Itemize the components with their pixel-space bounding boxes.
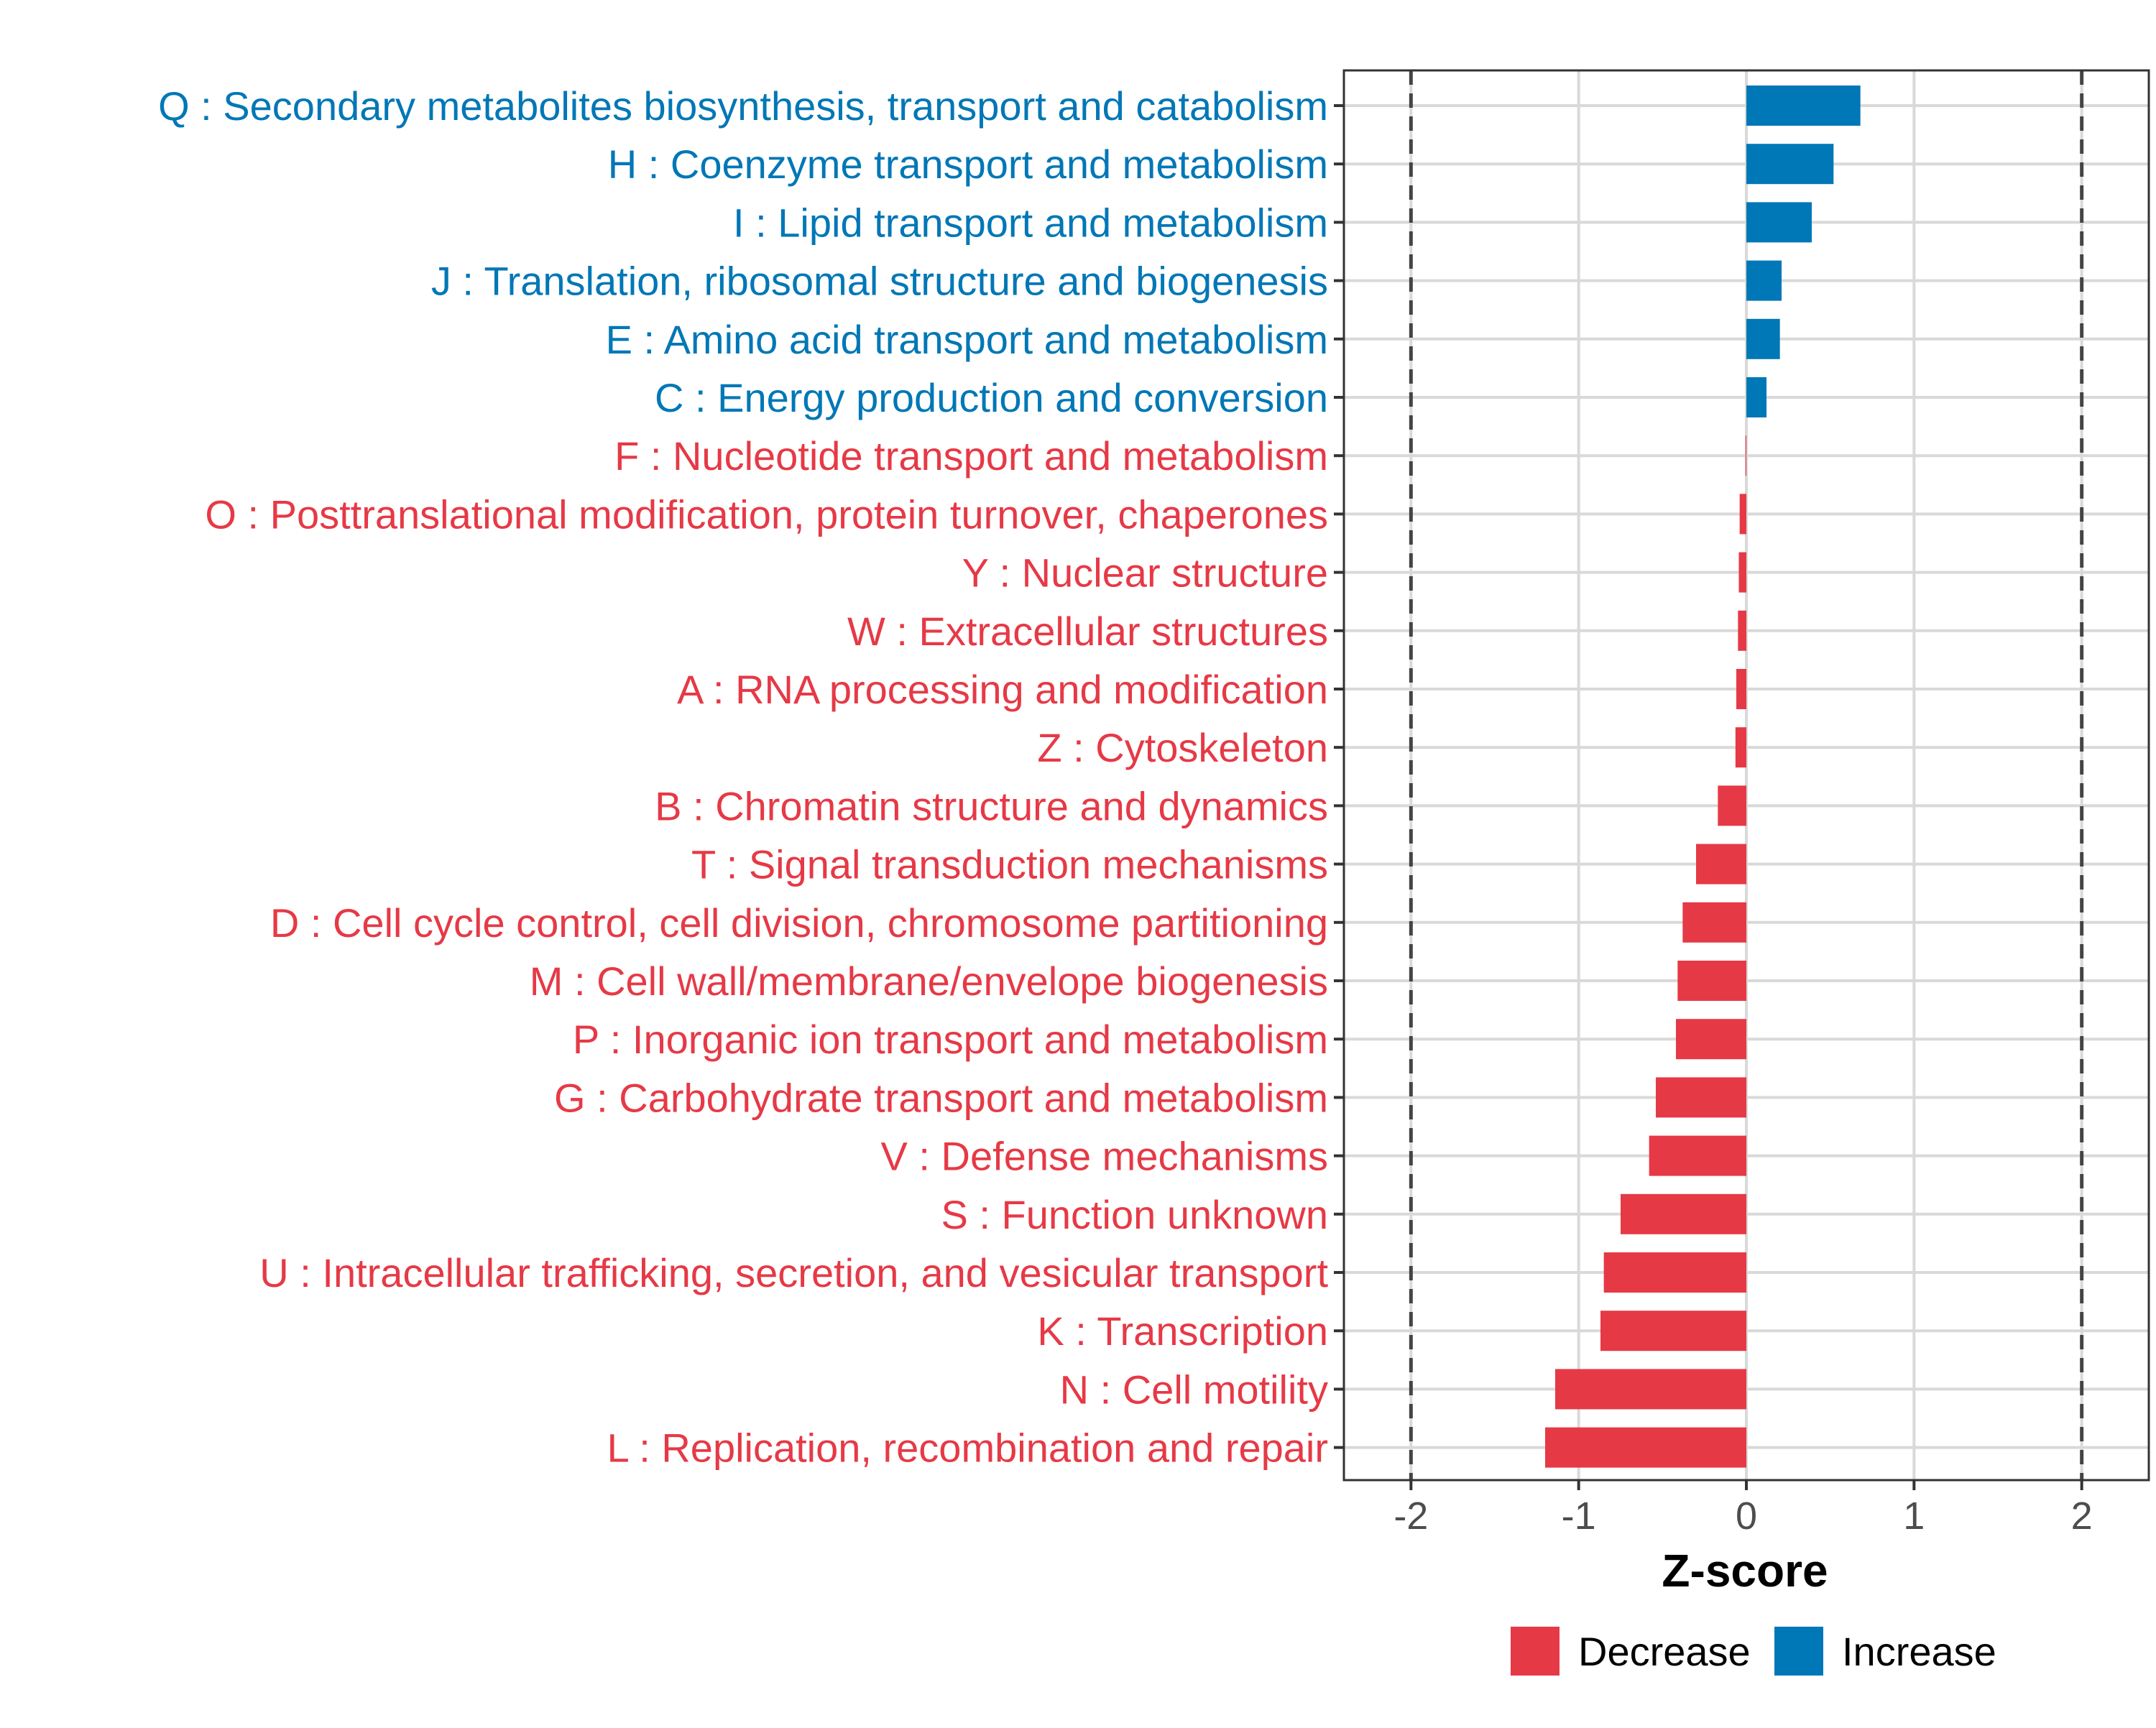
category-label: P : Inorganic ion transport and metaboli… (573, 1017, 1328, 1062)
category-label: H : Coenzyme transport and metabolism (608, 142, 1328, 187)
bar (1603, 1252, 1746, 1293)
bar (1600, 1311, 1746, 1352)
bar (1555, 1369, 1746, 1410)
legend-swatch (1774, 1627, 1823, 1676)
category-label: K : Transcription (1037, 1308, 1328, 1354)
bar (1738, 552, 1746, 593)
x-tick-label: 0 (1736, 1494, 1757, 1538)
x-tick-label: -2 (1393, 1494, 1428, 1538)
legend: Decrease Increase (1511, 1627, 1996, 1676)
bar (1746, 260, 1782, 301)
category-label: E : Amino acid transport and metabolism (606, 317, 1328, 362)
category-label: B : Chromatin structure and dynamics (655, 783, 1328, 828)
bar (1621, 1193, 1746, 1234)
category-label: L : Replication, recombination and repai… (607, 1426, 1328, 1471)
category-label: M : Cell wall/membrane/envelope biogenes… (530, 958, 1328, 1004)
category-label: Y : Nuclear structure (962, 550, 1328, 596)
category-label: N : Cell motility (1060, 1367, 1328, 1412)
bar (1738, 610, 1746, 651)
category-label: J : Translation, ribosomal structure and… (431, 259, 1328, 304)
category-label: D : Cell cycle control, cell division, c… (270, 900, 1328, 946)
category-label: A : RNA processing and modification (677, 667, 1328, 712)
legend-swatch (1511, 1627, 1560, 1676)
bar (1746, 377, 1766, 417)
bar (1746, 144, 1834, 185)
bar (1677, 961, 1746, 1001)
bar (1746, 86, 1861, 126)
category-label: T : Signal transduction mechanisms (691, 842, 1328, 887)
category-label: U : Intracellular trafficking, secretion… (259, 1250, 1328, 1295)
bar (1545, 1427, 1746, 1468)
bar (1649, 1135, 1746, 1176)
category-label: I : Lipid transport and metabolism (733, 200, 1328, 245)
category-label: Q : Secondary metabolites biosynthesis, … (158, 83, 1328, 129)
x-axis: -2 -1 0 1 2 (1393, 1480, 2093, 1538)
bar (1682, 902, 1746, 943)
bars-layer (1342, 69, 2150, 1482)
category-label: O : Posttranslational modification, prot… (205, 491, 1328, 537)
category-label: Z : Cytoskeleton (1037, 725, 1328, 770)
x-tick-label: -1 (1562, 1494, 1596, 1538)
bar (1718, 785, 1746, 826)
category-labels: Q : Secondary metabolites biosynthesis, … (158, 83, 1344, 1471)
category-label: G : Carbohydrate transport and metabolis… (554, 1075, 1328, 1120)
legend-label: Decrease (1578, 1629, 1751, 1674)
legend-label: Increase (1842, 1629, 1996, 1674)
x-axis-title: Z-score (1662, 1545, 1828, 1597)
bar (1676, 1019, 1746, 1060)
bar (1735, 727, 1746, 768)
x-tick-label: 1 (1903, 1494, 1925, 1538)
x-tick-label: 2 (2071, 1494, 2093, 1538)
category-label: F : Nucleotide transport and metabolism (614, 433, 1328, 479)
bar (1656, 1077, 1746, 1118)
bar (1739, 494, 1746, 535)
category-label: S : Function unknown (941, 1192, 1328, 1237)
category-label: W : Extracellular structures (847, 609, 1328, 654)
bar (1736, 669, 1746, 709)
category-label: C : Energy production and conversion (655, 375, 1328, 420)
category-label: V : Defense mechanisms (881, 1134, 1328, 1179)
bar (1746, 318, 1780, 359)
bar (1746, 202, 1812, 243)
bar (1696, 844, 1746, 884)
